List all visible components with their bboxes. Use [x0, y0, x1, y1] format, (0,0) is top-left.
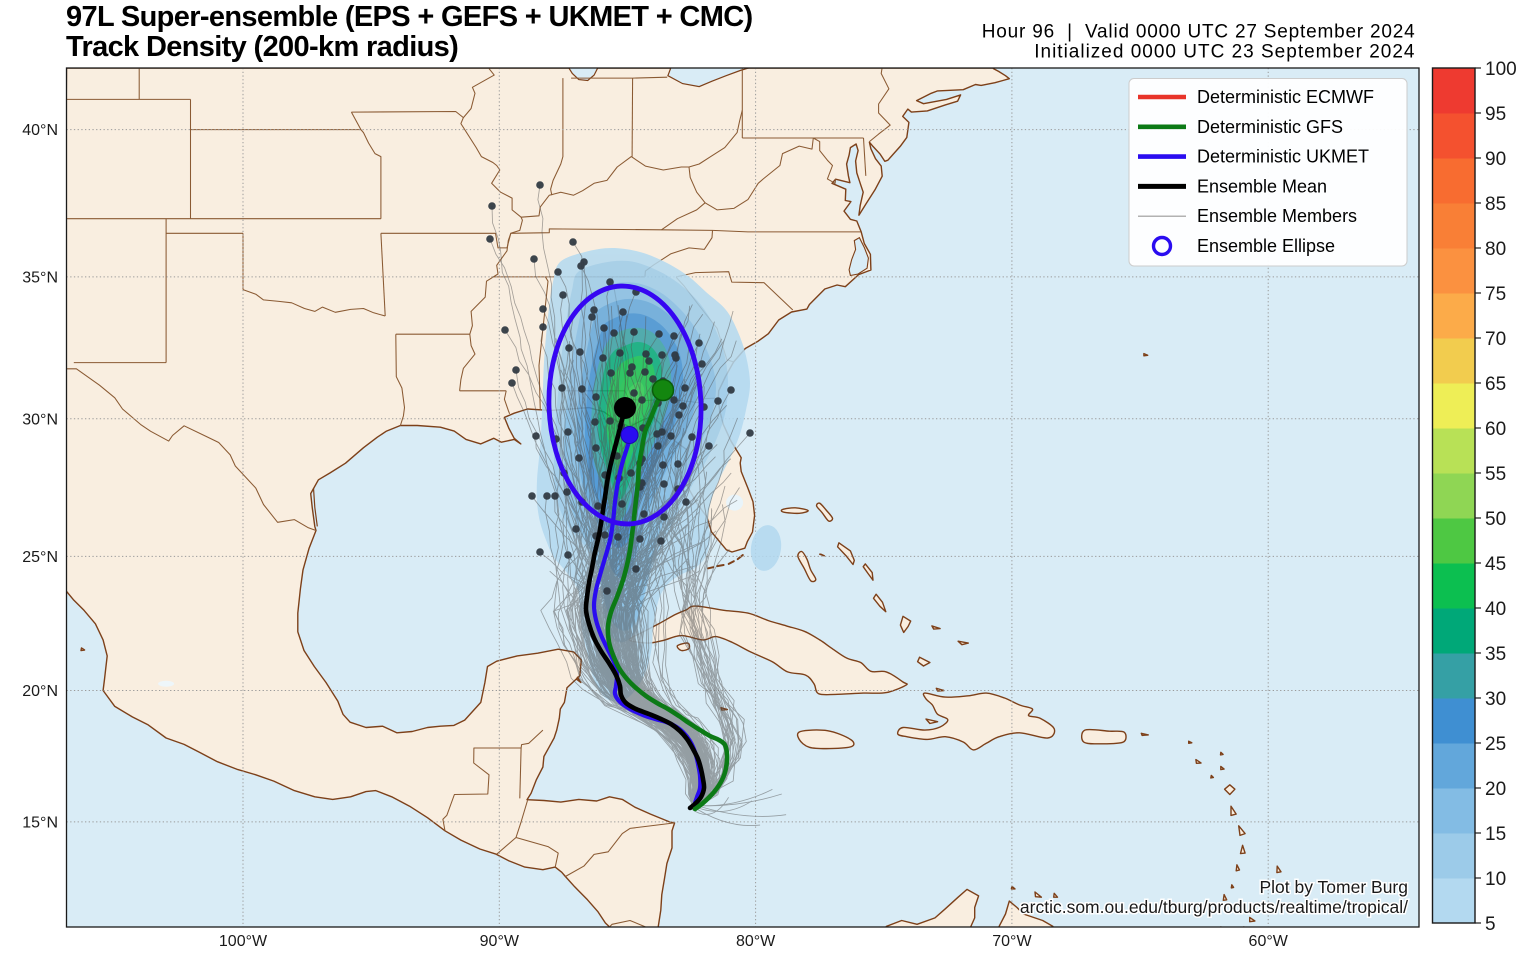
svg-text:Deterministic GFS: Deterministic GFS	[1197, 117, 1343, 137]
svg-text:35°N: 35°N	[22, 269, 58, 286]
svg-text:95: 95	[1485, 104, 1506, 125]
svg-text:50: 50	[1485, 509, 1506, 530]
svg-text:arctic.som.ou.edu/tburg/produc: arctic.som.ou.edu/tburg/products/realtim…	[1020, 897, 1408, 917]
svg-text:25: 25	[1485, 734, 1506, 755]
svg-text:100: 100	[1485, 59, 1517, 80]
svg-text:70°W: 70°W	[992, 933, 1032, 950]
svg-text:5: 5	[1485, 914, 1496, 935]
svg-text:60°W: 60°W	[1249, 933, 1289, 950]
svg-text:20°N: 20°N	[22, 683, 58, 700]
svg-text:15°N: 15°N	[22, 814, 58, 831]
svg-text:100°W: 100°W	[219, 933, 268, 950]
svg-text:Ensemble Members: Ensemble Members	[1197, 206, 1357, 226]
svg-text:75: 75	[1485, 284, 1506, 305]
svg-text:30°N: 30°N	[22, 411, 58, 428]
svg-text:30: 30	[1485, 689, 1506, 710]
svg-text:Deterministic ECMWF: Deterministic ECMWF	[1197, 87, 1374, 107]
svg-text:Track Density (200-km radius): Track Density (200-km radius)	[66, 31, 458, 63]
svg-text:Deterministic UKMET: Deterministic UKMET	[1197, 147, 1369, 167]
svg-text:90: 90	[1485, 149, 1506, 170]
svg-text:10: 10	[1485, 869, 1506, 890]
svg-text:55: 55	[1485, 464, 1506, 485]
svg-text:25°N: 25°N	[22, 549, 58, 566]
svg-text:Plot by Tomer Burg: Plot by Tomer Burg	[1260, 877, 1409, 897]
svg-text:60: 60	[1485, 419, 1506, 440]
svg-text:97L Super-ensemble (EPS + GEFS: 97L Super-ensemble (EPS + GEFS + UKMET +…	[66, 1, 753, 33]
svg-text:Hour 96 | Valid 0000 UTC 27: Hour 96 | Valid 0000 UTC 27 September 20…	[982, 22, 1416, 43]
svg-text:45: 45	[1485, 554, 1506, 575]
svg-text:65: 65	[1485, 374, 1506, 395]
svg-text:80: 80	[1485, 239, 1506, 260]
svg-text:Ensemble Ellipse: Ensemble Ellipse	[1197, 236, 1335, 256]
svg-text:40°N: 40°N	[22, 122, 58, 139]
svg-text:35: 35	[1485, 644, 1506, 665]
svg-text:Ensemble Mean: Ensemble Mean	[1197, 176, 1327, 196]
svg-text:80°W: 80°W	[736, 933, 776, 950]
svg-text:90°W: 90°W	[480, 933, 520, 950]
svg-text:15: 15	[1485, 824, 1506, 845]
svg-text:70: 70	[1485, 329, 1506, 350]
svg-text:40: 40	[1485, 599, 1506, 620]
svg-text:85: 85	[1485, 194, 1506, 215]
svg-text:20: 20	[1485, 779, 1506, 800]
svg-text:Initialized 0000 UTC 23 Septem: Initialized 0000 UTC 23 September 2024	[1034, 41, 1415, 62]
